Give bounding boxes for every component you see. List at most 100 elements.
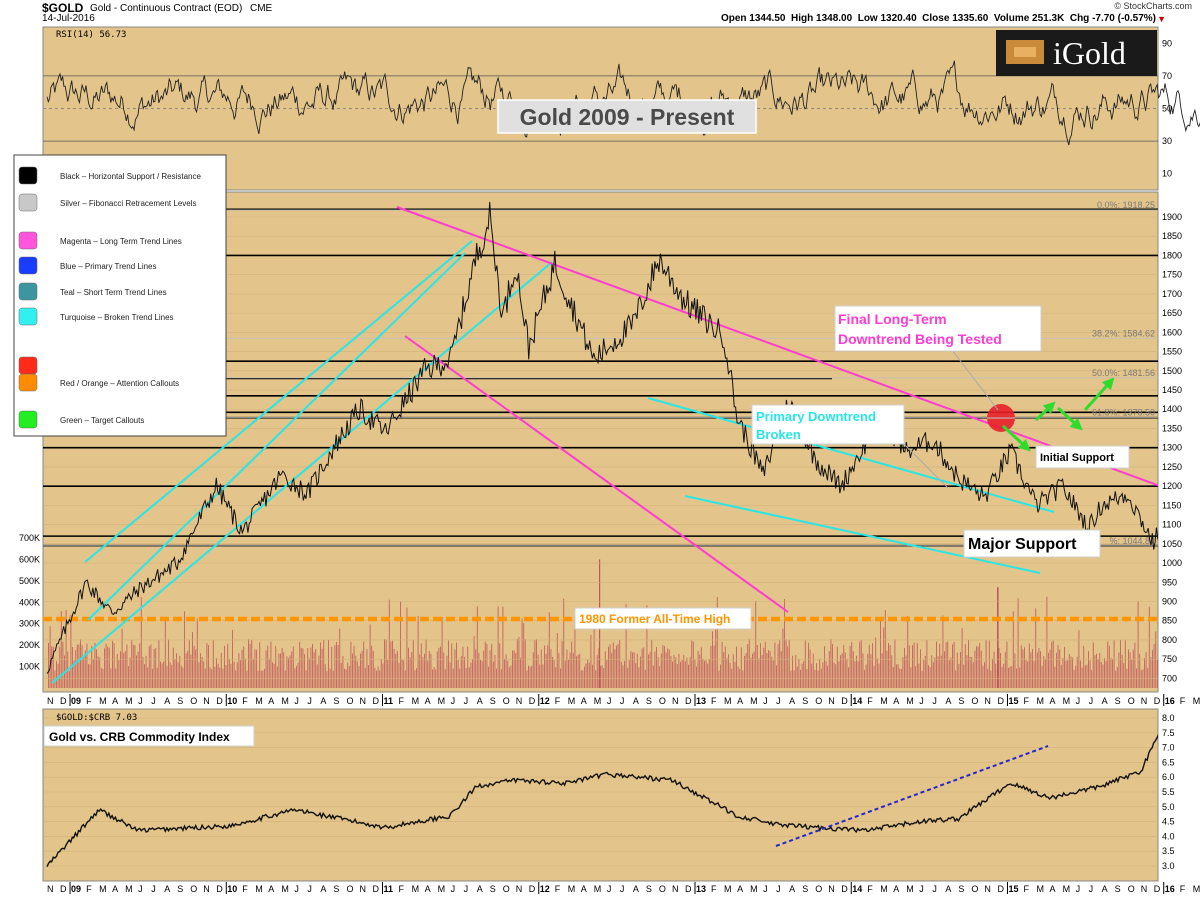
volume-bar: [56, 660, 57, 688]
volume-bar: [145, 655, 147, 688]
volume-bar: [414, 670, 416, 688]
volume-bar: [675, 657, 677, 688]
volume-bar: [406, 607, 408, 688]
volume-bar: [931, 655, 933, 688]
volume-bar: [1068, 654, 1070, 688]
volume-bar: [1187, 641, 1188, 688]
x-tick-label: 11: [384, 884, 394, 894]
primary-downtrend-line2: Broken: [756, 427, 801, 442]
volume-tick-label: 500K: [19, 576, 40, 586]
volume-bar: [1147, 667, 1149, 688]
volume-bar: [568, 659, 569, 688]
volume-bar: [283, 652, 285, 688]
volume-bar: [934, 657, 936, 688]
volume-bar: [105, 643, 107, 688]
volume-bar: [756, 645, 758, 688]
x-tick-label: F: [711, 696, 717, 706]
volume-bar: [542, 664, 544, 688]
volume-bar: [180, 665, 182, 688]
x-tick-label: N: [828, 884, 835, 894]
volume-bar: [916, 642, 918, 688]
volume-bar: [390, 641, 392, 688]
volume-bar: [630, 650, 632, 688]
volume-bar: [547, 645, 549, 688]
volume-bar: [892, 667, 894, 688]
magenta-long-term-downtrend: [396, 206, 1158, 487]
volume-bar: [246, 670, 248, 688]
x-tick-label: O: [1128, 884, 1135, 894]
x-tick-label: J: [464, 884, 469, 894]
volume-bar: [1198, 639, 1199, 688]
volume-bar: [891, 655, 893, 688]
x-tick-label: O: [815, 884, 822, 894]
volume-bar: [888, 642, 889, 688]
x-tick-label: S: [958, 884, 964, 894]
volume-bar: [636, 653, 638, 688]
volume-bar: [985, 640, 987, 688]
volume-bar: [606, 660, 608, 688]
x-tick-label: D: [998, 696, 1005, 706]
volume-bar: [318, 655, 320, 688]
volume-bar: [153, 649, 155, 688]
volume-bar: [163, 661, 165, 688]
volume-bar: [369, 624, 371, 688]
volume-bar: [142, 656, 144, 688]
x-tick-label: A: [1050, 884, 1056, 894]
x-tick-label: J: [1076, 696, 1081, 706]
volume-bar: [464, 656, 465, 688]
x-tick-label: M: [724, 884, 732, 894]
x-tick-label: M: [1063, 696, 1071, 706]
volume-bar: [905, 655, 907, 688]
volume-bar: [622, 665, 624, 688]
x-tick-label: J: [763, 696, 768, 706]
price-tick-label: 1550: [1162, 347, 1182, 357]
volume-bar: [662, 645, 664, 688]
x-tick-label: N: [516, 696, 523, 706]
volume-bar: [476, 606, 478, 688]
volume-bar: [1094, 655, 1096, 688]
volume-bar: [556, 633, 558, 688]
volume-bar: [974, 650, 976, 688]
volume-bar: [782, 628, 784, 688]
volume-bar: [132, 644, 134, 688]
volume-bar: [563, 598, 565, 688]
volume-bar: [409, 657, 411, 688]
volume-bar: [313, 652, 315, 688]
volume-bar: [665, 652, 667, 688]
x-tick-label: D: [529, 696, 536, 706]
x-tick-label: 09: [71, 884, 81, 894]
volume-bar: [668, 649, 670, 688]
x-tick-label: F: [555, 696, 561, 706]
x-tick-label: S: [1115, 884, 1121, 894]
x-tick-label: 13: [696, 696, 706, 706]
price-tick-label: 1500: [1162, 366, 1182, 376]
legend-swatch: [18, 231, 38, 250]
volume-bar: [614, 649, 616, 688]
volume-bar: [347, 662, 349, 688]
volume-bar: [320, 642, 321, 688]
volume-bar: [692, 641, 694, 688]
volume-bar: [689, 657, 691, 688]
volume-bar: [177, 662, 179, 688]
x-tick-label: D: [216, 696, 223, 706]
x-tick-label: 13: [696, 884, 706, 894]
ratio-tick-label: 8.0: [1162, 713, 1175, 723]
volume-bar: [49, 626, 51, 688]
x-tick-label: F: [86, 696, 92, 706]
volume-bar: [955, 670, 957, 688]
volume-bar: [846, 659, 848, 688]
volume-bar: [860, 640, 862, 688]
volume-bar: [456, 642, 457, 688]
volume-bar: [438, 647, 440, 688]
volume-bar: [363, 641, 365, 688]
volume-bar: [982, 665, 984, 688]
volume-bar: [376, 670, 377, 688]
legend-label: Teal – Short Term Trend Lines: [60, 288, 167, 297]
x-tick-label: F: [711, 884, 717, 894]
red-callout: [987, 404, 1015, 432]
volume-bar: [478, 653, 480, 688]
volume-bar: [371, 645, 373, 688]
x-tick-label: 14: [852, 696, 862, 706]
volume-bar: [1186, 646, 1187, 688]
volume-bar: [244, 658, 246, 688]
